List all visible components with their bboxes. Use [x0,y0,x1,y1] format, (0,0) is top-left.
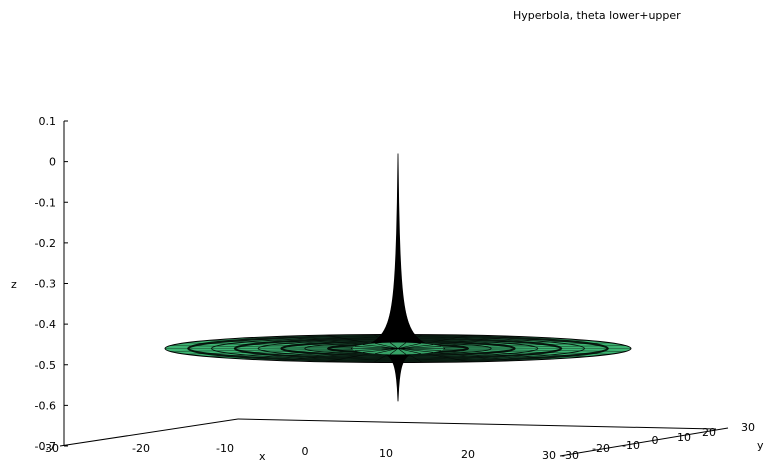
x-tick-label: 0 [302,445,309,458]
base-mesh-line [362,348,399,353]
base-mesh-line [397,348,442,351]
y-tick-label: 20 [702,426,716,439]
chart-title: Hyperbola, theta lower+upper [513,9,681,22]
y-axis-line [559,427,729,457]
surface [164,153,632,402]
y-ticks: -30 -20 -10 0 10 20 30 [561,421,755,462]
y-tick-label: -10 [622,439,640,452]
z-tick-label: -0.3 [35,278,56,291]
base-mesh-line [397,344,434,349]
base-mesh-line [354,346,399,349]
x-tick-label: -30 [41,442,59,455]
z-tick-label: -0.7 [35,440,56,453]
base-mesh-line [374,348,399,354]
z-tick-label: -0.6 [35,399,56,412]
base-mesh-line [374,343,399,349]
z-tick-label: 0 [49,156,56,169]
y-tick-label: -30 [561,449,579,462]
x-tick-label: -20 [132,442,150,455]
z-tick-label: -0.4 [35,318,56,331]
z-tick-label: 0.1 [39,115,57,128]
upper-spike [355,153,441,349]
z-tick-label: -0.2 [35,237,56,250]
y-tick-label: -20 [592,442,610,455]
base-mesh-line [397,346,442,349]
base-mesh-line [397,348,407,355]
y-tick-label: 10 [677,431,691,444]
base-mesh-line [397,348,422,354]
x-axis-label: x [259,450,266,463]
base-mesh-line [389,348,399,355]
y-axis-label: y [757,439,764,452]
base-front-line [237,418,717,430]
base-mesh-line [362,344,399,349]
z-axis-label: z [11,278,17,291]
x-ticks: -30 -20 -10 0 10 20 30 [41,442,556,462]
x-tick-label: 30 [542,449,556,462]
y-tick-label: 30 [741,421,755,434]
x-tick-label: 20 [461,448,475,461]
x-axis-line [59,418,239,447]
z-tick-label: -0.5 [35,359,56,372]
base-mesh-line [389,342,399,349]
base-mesh-line [397,343,422,349]
x-tick-label: 10 [379,447,393,460]
x-tick-label: -10 [216,442,234,455]
base-mesh-line [354,348,399,351]
z-tick-label: -0.1 [35,196,56,209]
base-mesh-line [397,348,434,353]
base-mesh-line [397,342,407,349]
z-ticks: 0.1 0 -0.1 -0.2 -0.3 -0.4 -0.5 -0.6 -0.7 [35,115,68,453]
y-tick-label: 0 [652,434,659,447]
